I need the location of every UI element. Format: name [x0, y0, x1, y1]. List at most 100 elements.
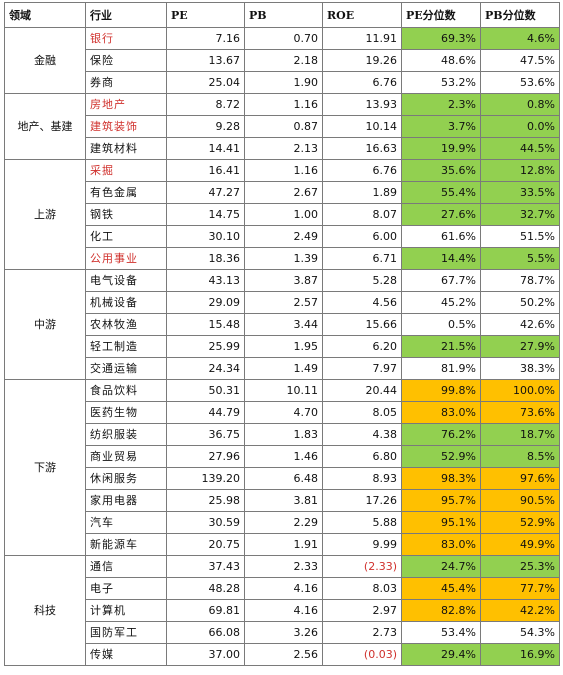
industry-cell: 机械设备 — [85, 291, 167, 314]
pb-cell: 1.95 — [244, 335, 323, 358]
pb-percentile-cell: 49.9% — [480, 533, 560, 556]
pe-cell: 37.43 — [166, 555, 245, 578]
table-row: 钢铁 14.75 1.00 8.07 27.6% 32.7% — [5, 203, 560, 226]
pe-percentile-cell: 99.8% — [401, 379, 481, 402]
pe-cell: 14.75 — [166, 203, 245, 226]
table-row: 纺织服装 36.75 1.83 4.38 76.2% 18.7% — [5, 423, 560, 446]
industry-cell: 家用电器 — [85, 489, 167, 512]
pe-cell: 43.13 — [166, 269, 245, 292]
pb-cell: 0.70 — [244, 27, 323, 50]
pe-cell: 25.04 — [166, 71, 245, 94]
pb-percentile-cell: 78.7% — [480, 269, 560, 292]
roe-cell: 11.91 — [322, 27, 402, 50]
roe-cell: 19.26 — [322, 49, 402, 72]
pb-cell: 6.48 — [244, 467, 323, 490]
industry-cell: 传媒 — [85, 643, 167, 666]
table-row: 机械设备 29.09 2.57 4.56 45.2% 50.2% — [5, 291, 560, 314]
header-pe-percentile: PE分位数 — [401, 2, 481, 28]
industry-cell: 采掘 — [85, 159, 167, 182]
pe-percentile-cell: 55.4% — [401, 181, 481, 204]
roe-cell: 6.20 — [322, 335, 402, 358]
pb-cell: 2.49 — [244, 225, 323, 248]
pe-cell: 24.34 — [166, 357, 245, 380]
pe-percentile-cell: 76.2% — [401, 423, 481, 446]
table-row: 休闲服务 139.20 6.48 8.93 98.3% 97.6% — [5, 467, 560, 490]
pb-percentile-cell: 100.0% — [480, 379, 560, 402]
pb-percentile-cell: 52.9% — [480, 511, 560, 534]
pe-percentile-cell: 53.4% — [401, 621, 481, 644]
pe-percentile-cell: 52.9% — [401, 445, 481, 468]
table-row: 保险 13.67 2.18 19.26 48.6% 47.5% — [5, 49, 560, 72]
table-row: 下游 食品饮料 50.31 10.11 20.44 99.8% 100.0% — [4, 379, 560, 556]
pb-percentile-cell: 44.5% — [480, 137, 560, 160]
pe-cell: 7.16 — [166, 27, 245, 50]
pb-cell: 3.87 — [244, 269, 323, 292]
table-row: 建筑装饰 9.28 0.87 10.14 3.7% 0.0% — [5, 115, 560, 138]
table-row: 传媒 37.00 2.56 (0.03) 29.4% 16.9% — [5, 643, 560, 666]
pb-percentile-cell: 12.8% — [480, 159, 560, 182]
header-industry: 行业 — [85, 2, 167, 28]
pe-percentile-cell: 0.5% — [401, 313, 481, 336]
header-roe: ROE — [322, 2, 402, 28]
roe-cell: 6.80 — [322, 445, 402, 468]
pb-cell: 2.13 — [244, 137, 323, 160]
pb-cell: 3.81 — [244, 489, 323, 512]
roe-cell: 5.28 — [322, 269, 402, 292]
industry-cell: 券商 — [85, 71, 167, 94]
sector-cell: 下游 — [4, 379, 86, 556]
table-row: 科技 通信 37.43 2.33 (2.33) 24.7% 25.3% — [4, 555, 560, 666]
roe-cell: 6.71 — [322, 247, 402, 270]
table-row: 轻工制造 25.99 1.95 6.20 21.5% 27.9% — [5, 335, 560, 358]
pb-percentile-cell: 53.6% — [480, 71, 560, 94]
table-row: 上游 采掘 16.41 1.16 6.76 35.6% 12.8% — [4, 159, 560, 270]
roe-cell: 16.63 — [322, 137, 402, 160]
pe-percentile-cell: 14.4% — [401, 247, 481, 270]
pb-percentile-cell: 42.2% — [480, 599, 560, 622]
industry-cell: 保险 — [85, 49, 167, 72]
roe-cell: 8.93 — [322, 467, 402, 490]
pe-cell: 13.67 — [166, 49, 245, 72]
pe-cell: 139.20 — [166, 467, 245, 490]
roe-cell: 2.97 — [322, 599, 402, 622]
industry-cell: 钢铁 — [85, 203, 167, 226]
pb-cell: 1.00 — [244, 203, 323, 226]
pe-percentile-cell: 61.6% — [401, 225, 481, 248]
pe-cell: 44.79 — [166, 401, 245, 424]
pe-cell: 25.99 — [166, 335, 245, 358]
sector-cell: 中游 — [4, 269, 86, 380]
roe-cell: 10.14 — [322, 115, 402, 138]
roe-cell: 9.99 — [322, 533, 402, 556]
pe-percentile-cell: 35.6% — [401, 159, 481, 182]
pb-percentile-cell: 47.5% — [480, 49, 560, 72]
pe-percentile-cell: 95.1% — [401, 511, 481, 534]
roe-cell: 6.76 — [322, 71, 402, 94]
pb-percentile-cell: 8.5% — [480, 445, 560, 468]
industry-cell: 轻工制造 — [85, 335, 167, 358]
table-row: 商业贸易 27.96 1.46 6.80 52.9% 8.5% — [5, 445, 560, 468]
pe-percentile-cell: 81.9% — [401, 357, 481, 380]
pb-cell: 3.44 — [244, 313, 323, 336]
sector-cell: 金融 — [4, 27, 86, 94]
sector-cell: 地产、基建 — [4, 93, 86, 160]
pb-percentile-cell: 16.9% — [480, 643, 560, 666]
industry-cell: 公用事业 — [85, 247, 167, 270]
table-row: 电子 48.28 4.16 8.03 45.4% 77.7% — [5, 577, 560, 600]
roe-cell: 4.38 — [322, 423, 402, 446]
table-row: 有色金属 47.27 2.67 1.89 55.4% 33.5% — [5, 181, 560, 204]
roe-cell: 8.07 — [322, 203, 402, 226]
industry-cell: 农林牧渔 — [85, 313, 167, 336]
pb-cell: 4.70 — [244, 401, 323, 424]
pb-cell: 1.16 — [244, 159, 323, 182]
table-row: 计算机 69.81 4.16 2.97 82.8% 42.2% — [5, 599, 560, 622]
table-row: 化工 30.10 2.49 6.00 61.6% 51.5% — [5, 225, 560, 248]
roe-cell: 5.88 — [322, 511, 402, 534]
industry-cell: 国防军工 — [85, 621, 167, 644]
pe-percentile-cell: 29.4% — [401, 643, 481, 666]
table-row: 公用事业 18.36 1.39 6.71 14.4% 5.5% — [5, 247, 560, 270]
pb-percentile-cell: 5.5% — [480, 247, 560, 270]
industry-cell: 化工 — [85, 225, 167, 248]
pb-percentile-cell: 0.8% — [480, 93, 560, 116]
roe-cell: 1.89 — [322, 181, 402, 204]
header-pe: PE — [166, 2, 245, 28]
pe-cell: 48.28 — [166, 577, 245, 600]
